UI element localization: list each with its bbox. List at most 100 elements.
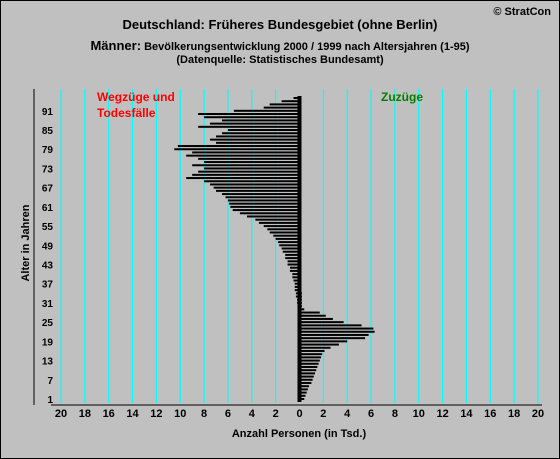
y-tick-label: 31 bbox=[42, 299, 54, 310]
bar-left-age-60 bbox=[232, 209, 300, 212]
bar-left-age-39 bbox=[292, 276, 300, 279]
bar-left-age-47 bbox=[282, 250, 300, 253]
bar-left-age-40 bbox=[292, 273, 300, 276]
left-bars bbox=[174, 97, 300, 308]
bar-right-age-13 bbox=[299, 359, 320, 362]
bar-right-age-6 bbox=[299, 381, 312, 384]
bar-right-age-5 bbox=[299, 385, 310, 388]
bar-right-age-23 bbox=[299, 327, 374, 330]
axes bbox=[33, 89, 542, 406]
bar-left-age-61 bbox=[230, 205, 300, 208]
chart-title: Deutschland: Früheres Bundesgebiet (ohne… bbox=[122, 17, 438, 32]
bar-left-age-77 bbox=[186, 154, 300, 157]
bar-right-age-25 bbox=[299, 321, 344, 324]
bar-right-age-15 bbox=[299, 353, 323, 356]
bar-left-age-80 bbox=[177, 145, 300, 148]
tick-labels: 20 18 16 14 12 10 8 6 4 2 0 2 4 6 8 10 12 14 16 18 201713192… bbox=[42, 107, 544, 420]
y-tick-label: 91 bbox=[42, 107, 54, 118]
right-bars bbox=[299, 269, 375, 400]
bar-right-age-11 bbox=[299, 365, 318, 368]
bar-right-age-20 bbox=[299, 337, 366, 340]
x-tick-label: 4 bbox=[344, 408, 351, 420]
x-tick-label: 4 bbox=[249, 408, 256, 420]
x-tick-label: 12 bbox=[150, 408, 162, 420]
bar-left-age-37 bbox=[294, 282, 300, 285]
chart-source: (Datenquelle: Statistisches Bundesamt) bbox=[176, 54, 384, 66]
y-tick-label: 79 bbox=[42, 145, 54, 156]
bar-left-age-87 bbox=[210, 122, 300, 125]
x-tick-label: 2 bbox=[273, 408, 279, 420]
bar-right-age-28 bbox=[299, 311, 320, 314]
bar-left-age-50 bbox=[278, 241, 300, 244]
y-tick-label: 37 bbox=[42, 280, 54, 291]
x-tick-label: 8 bbox=[201, 408, 207, 420]
x-tick-label: 12 bbox=[436, 408, 448, 420]
bar-left-age-69 bbox=[204, 180, 300, 183]
x-tick-label: 14 bbox=[460, 408, 473, 420]
bar-right-age-2 bbox=[299, 394, 306, 397]
x-tick-label: 6 bbox=[368, 408, 374, 420]
y-tick-label: 25 bbox=[42, 318, 54, 329]
x-tick-label: 18 bbox=[79, 408, 91, 420]
bar-left-age-65 bbox=[221, 193, 300, 196]
bar-right-age-1 bbox=[299, 398, 305, 400]
x-tick-label: 10 bbox=[174, 408, 186, 420]
bar-left-age-95 bbox=[293, 97, 300, 99]
bar-left-age-59 bbox=[239, 212, 300, 215]
bar-left-age-91 bbox=[233, 109, 300, 112]
y-tick-label: 67 bbox=[42, 184, 54, 195]
bar-right-age-22 bbox=[299, 330, 375, 333]
bar-left-age-79 bbox=[174, 148, 300, 151]
bar-left-age-72 bbox=[198, 170, 300, 173]
bar-right-age-12 bbox=[299, 362, 319, 365]
chart-subtitle: Männer: Bevölkerungsentwicklung 2000 / 1… bbox=[1, 37, 559, 55]
bar-right-age-14 bbox=[299, 356, 321, 359]
bar-left-age-51 bbox=[275, 237, 300, 240]
bar-right-age-26 bbox=[299, 317, 333, 320]
bar-left-age-35 bbox=[294, 289, 300, 292]
bar-left-age-67 bbox=[213, 186, 300, 189]
x-tick-label: 16 bbox=[484, 408, 496, 420]
x-tick-label: 0 bbox=[296, 408, 302, 420]
bar-left-age-41 bbox=[289, 269, 300, 272]
bar-left-age-68 bbox=[210, 183, 300, 186]
bar-left-age-58 bbox=[247, 215, 300, 218]
y-tick-label: 61 bbox=[42, 203, 54, 214]
bar-left-age-78 bbox=[192, 151, 300, 154]
bar-left-age-93 bbox=[269, 103, 300, 106]
bar-left-age-74 bbox=[192, 164, 300, 167]
bar-left-age-84 bbox=[221, 132, 300, 135]
y-tick-label: 85 bbox=[42, 126, 54, 137]
bar-left-age-92 bbox=[263, 106, 300, 109]
bar-left-age-83 bbox=[216, 135, 300, 138]
x-tick-label: 10 bbox=[413, 408, 425, 420]
bar-right-age-24 bbox=[299, 324, 362, 327]
y-tick-label: 13 bbox=[42, 357, 54, 368]
bar-right-age-17 bbox=[299, 346, 331, 349]
bar-left-age-71 bbox=[192, 173, 300, 176]
bar-left-age-54 bbox=[267, 228, 300, 231]
bar-left-age-75 bbox=[204, 161, 300, 164]
bar-left-age-48 bbox=[281, 247, 300, 250]
left-annotation-line1: Wegzüge und bbox=[97, 90, 175, 104]
bar-right-age-7 bbox=[299, 378, 313, 381]
bar-left-age-63 bbox=[227, 199, 300, 202]
bar-right-age-9 bbox=[299, 372, 316, 375]
bar-left-age-81 bbox=[216, 141, 300, 144]
bar-left-age-55 bbox=[263, 225, 300, 228]
y-tick-label: 73 bbox=[42, 164, 54, 175]
x-tick-label: 6 bbox=[225, 408, 231, 420]
right-annotation: Zuzüge bbox=[381, 90, 423, 104]
bar-left-age-76 bbox=[198, 157, 300, 160]
x-tick-label: 18 bbox=[508, 408, 520, 420]
bar-left-age-85 bbox=[227, 129, 300, 132]
bar-left-age-44 bbox=[287, 260, 300, 263]
x-tick-label: 8 bbox=[392, 408, 398, 420]
bar-left-age-38 bbox=[293, 279, 300, 282]
bar-left-age-64 bbox=[225, 196, 300, 199]
bar-left-age-49 bbox=[279, 244, 300, 247]
bar-right-age-4 bbox=[299, 388, 308, 391]
bar-left-age-46 bbox=[285, 253, 300, 256]
